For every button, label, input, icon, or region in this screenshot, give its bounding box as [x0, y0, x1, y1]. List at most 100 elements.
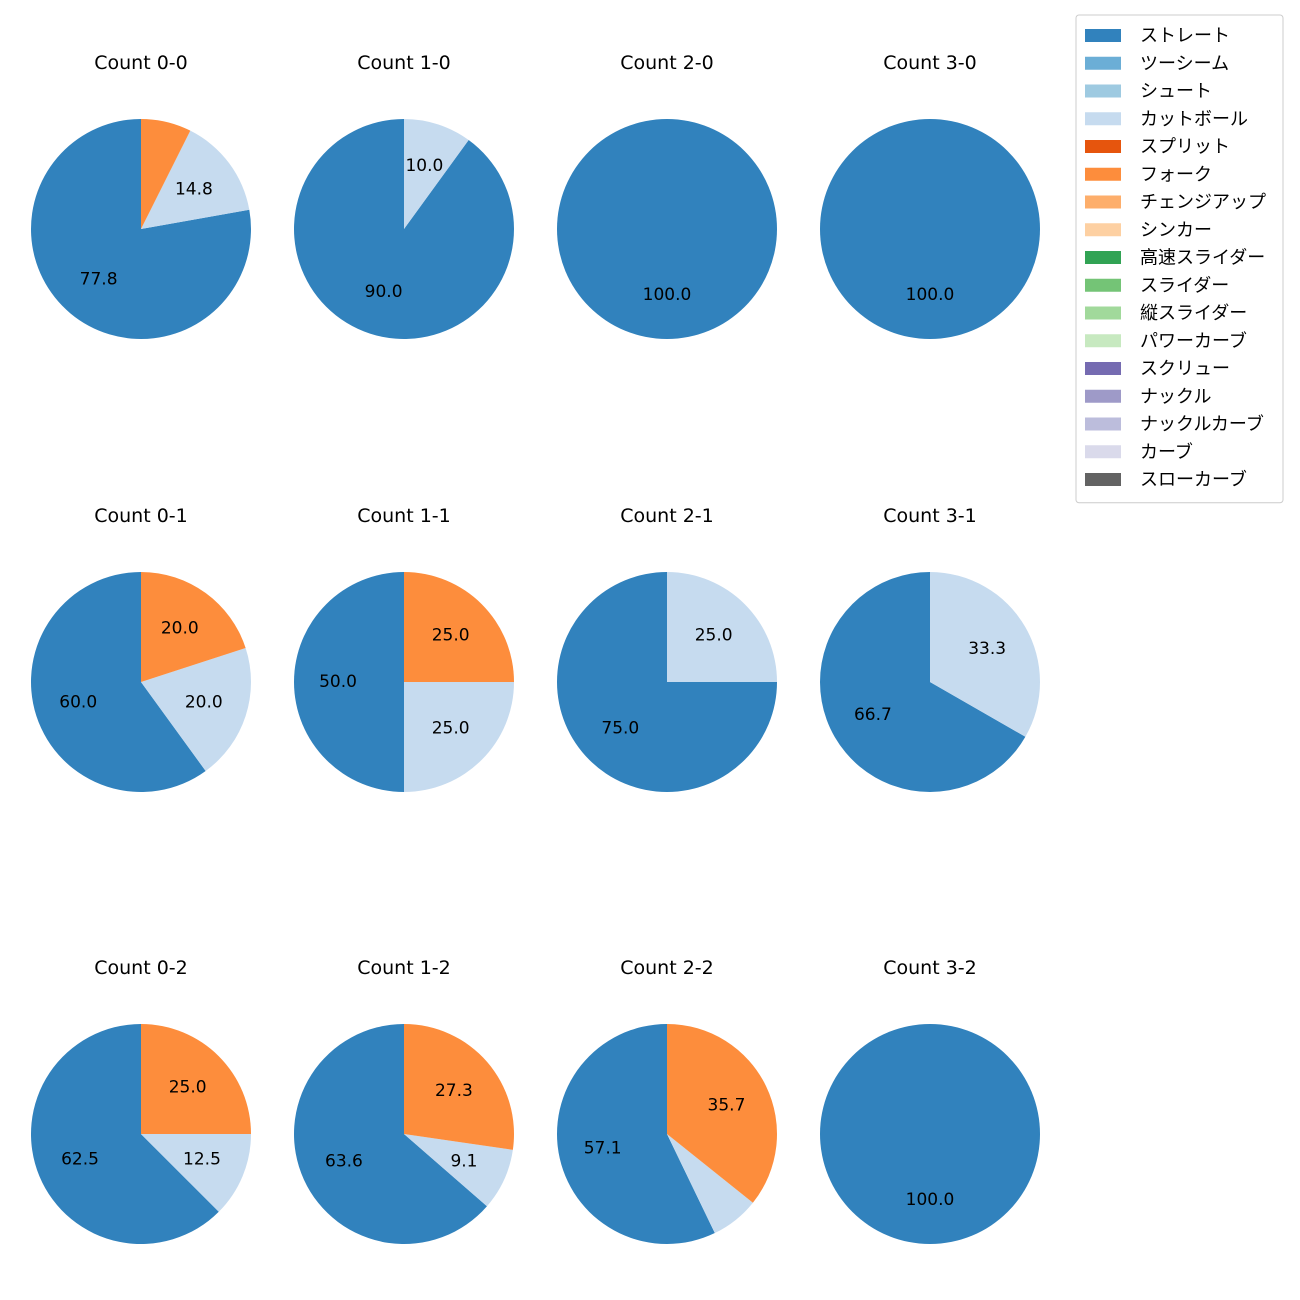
panel-title: Count 3-1 — [883, 505, 977, 527]
legend-item: ナックルカーブ — [1085, 413, 1264, 435]
pie-panel: Count 0-2 62.5 12.5 25.0 — [30, 957, 251, 1244]
slice-label: 100.0 — [906, 1190, 955, 1210]
pie-slice — [30, 119, 251, 339]
slice-label: 25.0 — [432, 625, 470, 645]
legend-swatch — [1085, 362, 1121, 375]
legend-swatch — [1085, 112, 1121, 126]
legend-swatch — [1085, 445, 1121, 459]
legend-label: ストレート — [1140, 26, 1230, 47]
pie-slice — [667, 1023, 778, 1203]
pie-slice — [293, 1024, 487, 1245]
pie-slice — [141, 130, 250, 229]
slice-label: 20.0 — [185, 692, 223, 712]
legend-swatch — [1085, 417, 1121, 431]
legend-item: スライダー — [1085, 275, 1229, 296]
legend-label: チェンジアップ — [1140, 192, 1266, 213]
legend-swatch — [1085, 84, 1121, 98]
legend-swatch — [1085, 251, 1121, 264]
pie-slice — [294, 119, 515, 339]
pie-slice — [820, 572, 1026, 792]
slice-label: 100.0 — [906, 285, 955, 305]
panel-title: Count 3-0 — [883, 52, 977, 74]
legend-swatch — [1085, 140, 1121, 153]
pie-panel: Count 2-0 100.0 — [557, 52, 777, 339]
legend-label: 高速スライダー — [1140, 248, 1265, 269]
legend-item: ツーシーム — [1085, 53, 1229, 74]
pie-panel: Count 0-0 77.8 14.8 — [30, 52, 251, 339]
legend-label: カーブ — [1140, 441, 1193, 463]
legend-swatch — [1085, 473, 1121, 486]
legend-item: 高速スライダー — [1085, 248, 1265, 269]
pie-slice — [930, 572, 1041, 737]
pie-slice — [141, 1134, 251, 1212]
legend-label: 縦スライダー — [1140, 303, 1247, 324]
pie-slice — [557, 119, 777, 339]
panel-title: Count 2-1 — [620, 505, 714, 527]
panel-title: Count 1-1 — [357, 505, 451, 527]
legend-swatch — [1085, 56, 1121, 70]
slice-label: 100.0 — [643, 285, 692, 305]
slice-label: 14.8 — [175, 180, 213, 200]
pie-slice — [141, 648, 252, 771]
slice-label: 10.0 — [405, 156, 443, 176]
legend-swatch — [1085, 306, 1121, 320]
legend-item: カットボール — [1085, 109, 1248, 130]
pie-slice — [404, 1024, 514, 1150]
legend-swatch — [1085, 334, 1121, 348]
pie-slice — [404, 1134, 513, 1207]
legend-item: フォーク — [1085, 164, 1212, 185]
legend-label: ツーシーム — [1140, 53, 1229, 74]
pie-panel: Count 1-1 50.0 25.0 25.0 — [294, 505, 514, 792]
panel-title: Count 1-2 — [357, 957, 451, 979]
panel-title: Count 0-2 — [94, 957, 188, 979]
pie-slice — [141, 119, 191, 229]
pie-slice — [820, 1024, 1040, 1244]
legend-item: シンカー — [1085, 220, 1212, 241]
pie-panel: Count 2-1 75.0 25.0 — [557, 505, 777, 792]
legend-frame — [1075, 14, 1284, 504]
legend-label: シンカー — [1140, 220, 1212, 241]
slice-label: 90.0 — [365, 282, 403, 302]
legend-swatch — [1085, 29, 1121, 42]
legend-label: ナックル — [1140, 386, 1211, 407]
legend-label: シュート — [1140, 81, 1212, 102]
pie-slice — [31, 572, 206, 792]
panel-title: Count 0-0 — [94, 52, 188, 74]
pie-slice — [141, 572, 246, 682]
pie-panel: Count 2-2 57.1 35.7 — [556, 957, 778, 1244]
slice-label: 12.5 — [183, 1149, 221, 1169]
legend-label: パワーカーブ — [1140, 330, 1247, 352]
panel-title: Count 2-2 — [620, 957, 714, 979]
slice-label: 60.0 — [59, 692, 97, 712]
pie-slice — [667, 572, 777, 682]
legend-item: スプリット — [1085, 137, 1230, 158]
legend-item: ストレート — [1085, 26, 1230, 47]
pie-slice — [404, 572, 514, 682]
legend-label: ナックルカーブ — [1140, 413, 1264, 435]
legend-label: スローカーブ — [1140, 469, 1247, 491]
pie-panel: Count 1-0 90.0 10.0 — [294, 52, 515, 339]
legend-label: スライダー — [1140, 275, 1229, 296]
pie-panel: Count 0-1 60.0 20.0 20.0 — [31, 505, 252, 792]
slice-label: 25.0 — [432, 719, 470, 739]
slice-label: 63.6 — [325, 1151, 363, 1171]
legend-label: スプリット — [1140, 137, 1230, 158]
panel-title: Count 0-1 — [94, 505, 188, 527]
pie-panel: Count 3-1 66.7 33.3 — [820, 505, 1041, 792]
slice-label: 27.3 — [435, 1081, 473, 1101]
pie-slice — [667, 1134, 753, 1234]
slice-label: 50.0 — [319, 672, 357, 692]
slice-label: 9.1 — [450, 1152, 477, 1172]
legend-item: ナックル — [1085, 386, 1211, 407]
slice-label: 57.1 — [584, 1139, 622, 1159]
legend-item: スローカーブ — [1085, 469, 1247, 491]
pie-panel: Count 3-2 100.0 — [820, 957, 1040, 1244]
legend-swatch — [1085, 389, 1121, 403]
slice-label: 25.0 — [169, 1077, 207, 1097]
legend-item: シュート — [1085, 81, 1212, 102]
slice-label: 35.7 — [708, 1095, 746, 1115]
slice-label: 20.0 — [161, 619, 199, 639]
pie-slice — [404, 682, 514, 792]
legend-swatch — [1085, 223, 1121, 237]
